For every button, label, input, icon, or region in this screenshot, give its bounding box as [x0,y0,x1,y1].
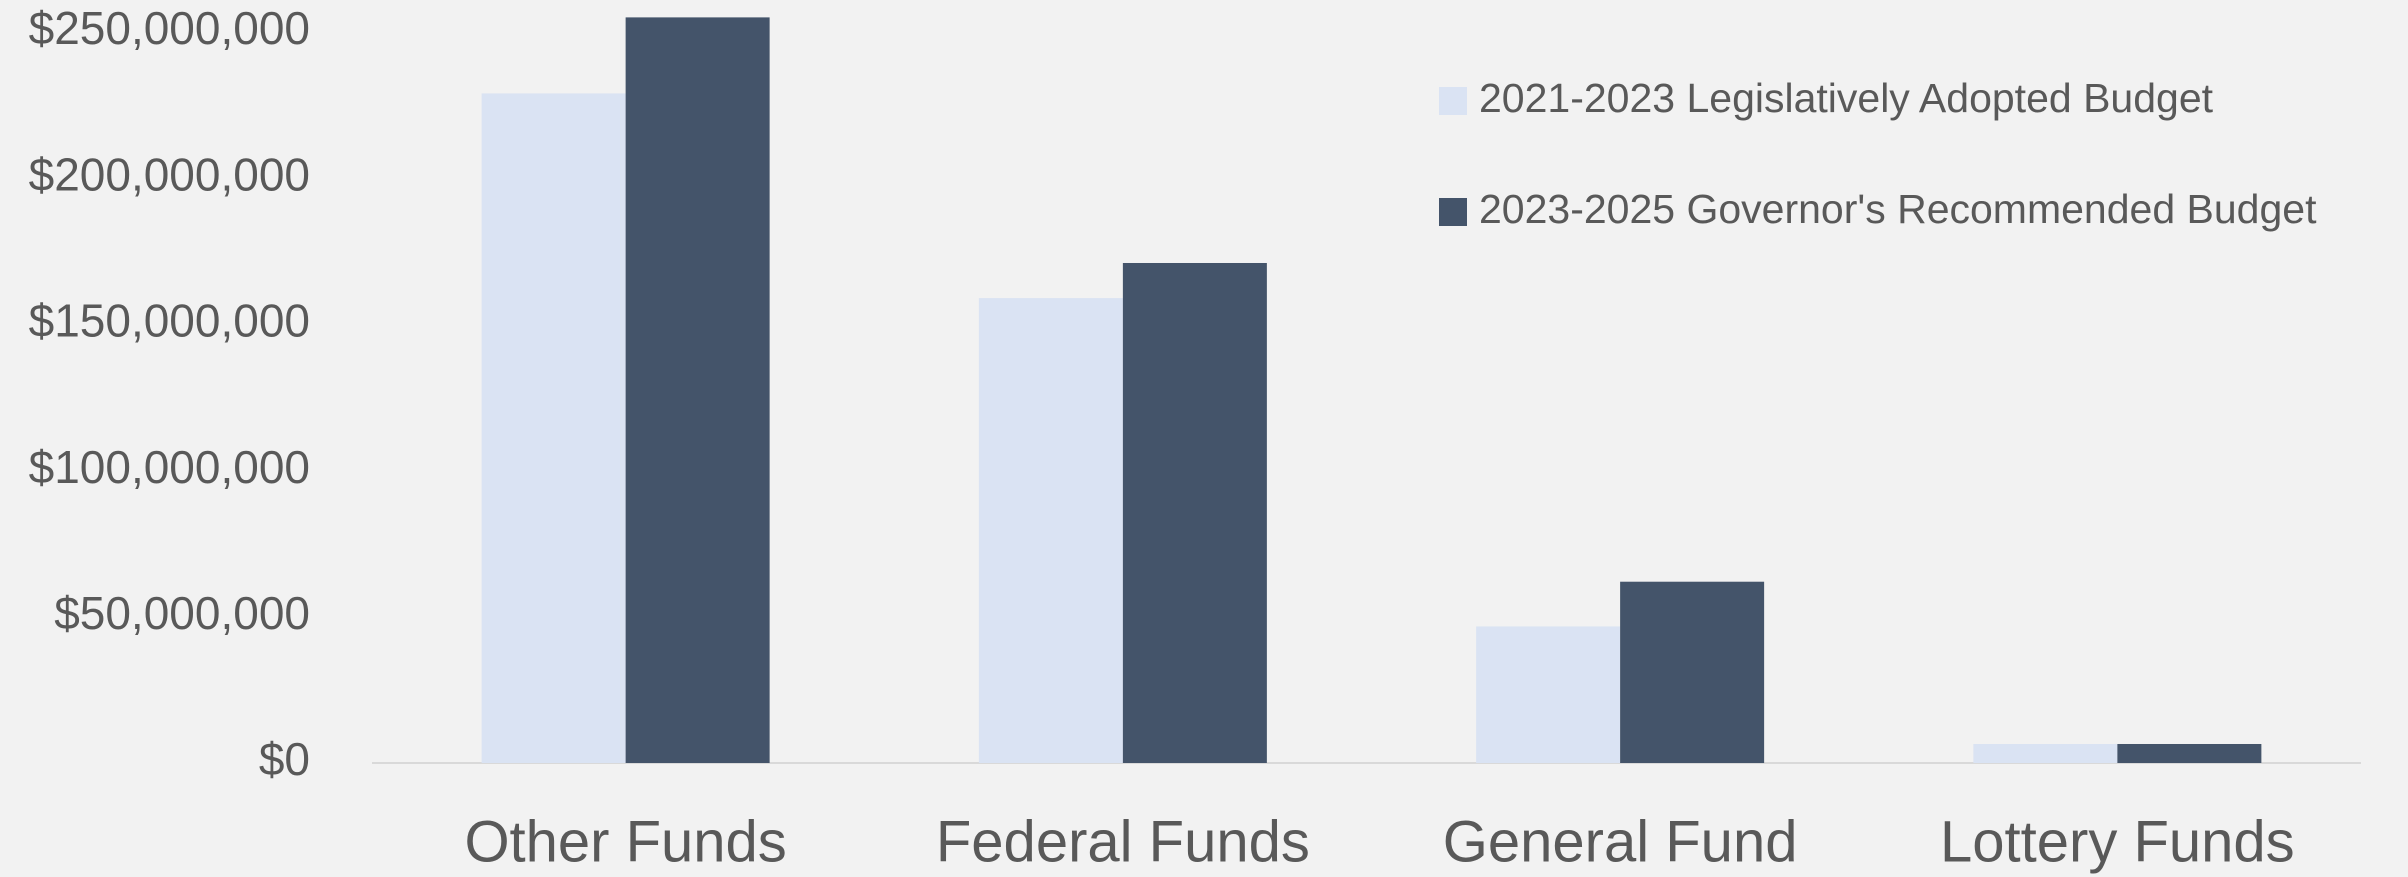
bar [1122,262,1267,763]
y-tick-label: $100,000,000 [29,441,310,493]
legend-swatch [1439,198,1467,226]
legend-label: 2023-2025 Governor's Recommended Budget [1479,186,2317,232]
bar [625,17,770,763]
y-tick-label: $50,000,000 [54,587,310,639]
y-tick-label: $250,000,000 [29,2,310,54]
bar [481,93,626,764]
bar [1620,581,1765,763]
x-tick-label: Other Funds [464,809,786,874]
bar [1973,743,2118,763]
bar [2117,743,2262,763]
x-tick-label: Federal Funds [936,809,1310,874]
y-tick-label: $0 [259,733,310,785]
x-tick-label: Lottery Funds [1940,809,2295,874]
bar [1476,626,1621,763]
legend-label: 2021-2023 Legislatively Adopted Budget [1479,75,2214,121]
x-tick-label: General Fund [1443,809,1798,874]
y-tick-label: $200,000,000 [29,148,310,200]
y-tick-label: $150,000,000 [29,295,310,347]
legend-swatch [1439,87,1467,115]
bar [978,298,1123,763]
